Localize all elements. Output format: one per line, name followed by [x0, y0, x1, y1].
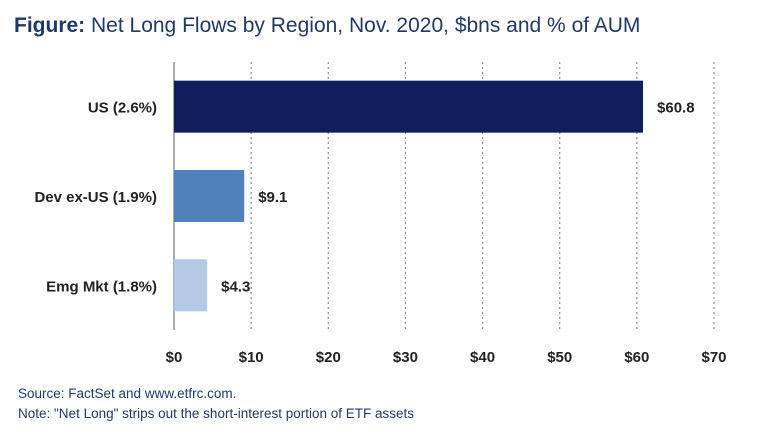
source-note: Source: FactSet and www.etfrc.com. — [18, 386, 237, 401]
bar-0 — [174, 80, 644, 133]
x-tick-label-30: $30 — [393, 349, 418, 366]
definition-note: Note: "Net Long" strips out the short-in… — [18, 406, 415, 421]
x-tick-label-20: $20 — [316, 349, 341, 366]
bar-2 — [174, 259, 208, 312]
x-tick-label-60: $60 — [624, 349, 649, 366]
title-text: Net Long Flows by Region, Nov. 2020, $bn… — [85, 14, 641, 37]
chart-footer: Source: FactSet and www.etfrc.com. Note:… — [18, 384, 414, 424]
category-label-2: Emg Mkt (1.8%) — [46, 278, 157, 295]
x-tick-label-40: $40 — [470, 349, 495, 366]
category-label-1: Dev ex-US (1.9%) — [34, 189, 157, 206]
data-label-2: $4.3 — [221, 278, 250, 295]
chart-title: Figure: Net Long Flows by Region, Nov. 2… — [14, 14, 640, 38]
x-tick-label-70: $70 — [701, 349, 726, 366]
data-label-1: $9.1 — [258, 189, 287, 206]
x-tick-label-10: $10 — [239, 349, 264, 366]
title-lead: Figure: — [14, 14, 86, 37]
bar-1 — [174, 170, 245, 222]
x-tick-label-50: $50 — [547, 349, 572, 366]
x-tick-label-0: $0 — [166, 349, 183, 366]
data-label-0: $60.8 — [657, 100, 695, 117]
category-label-0: US (2.6%) — [88, 100, 157, 117]
